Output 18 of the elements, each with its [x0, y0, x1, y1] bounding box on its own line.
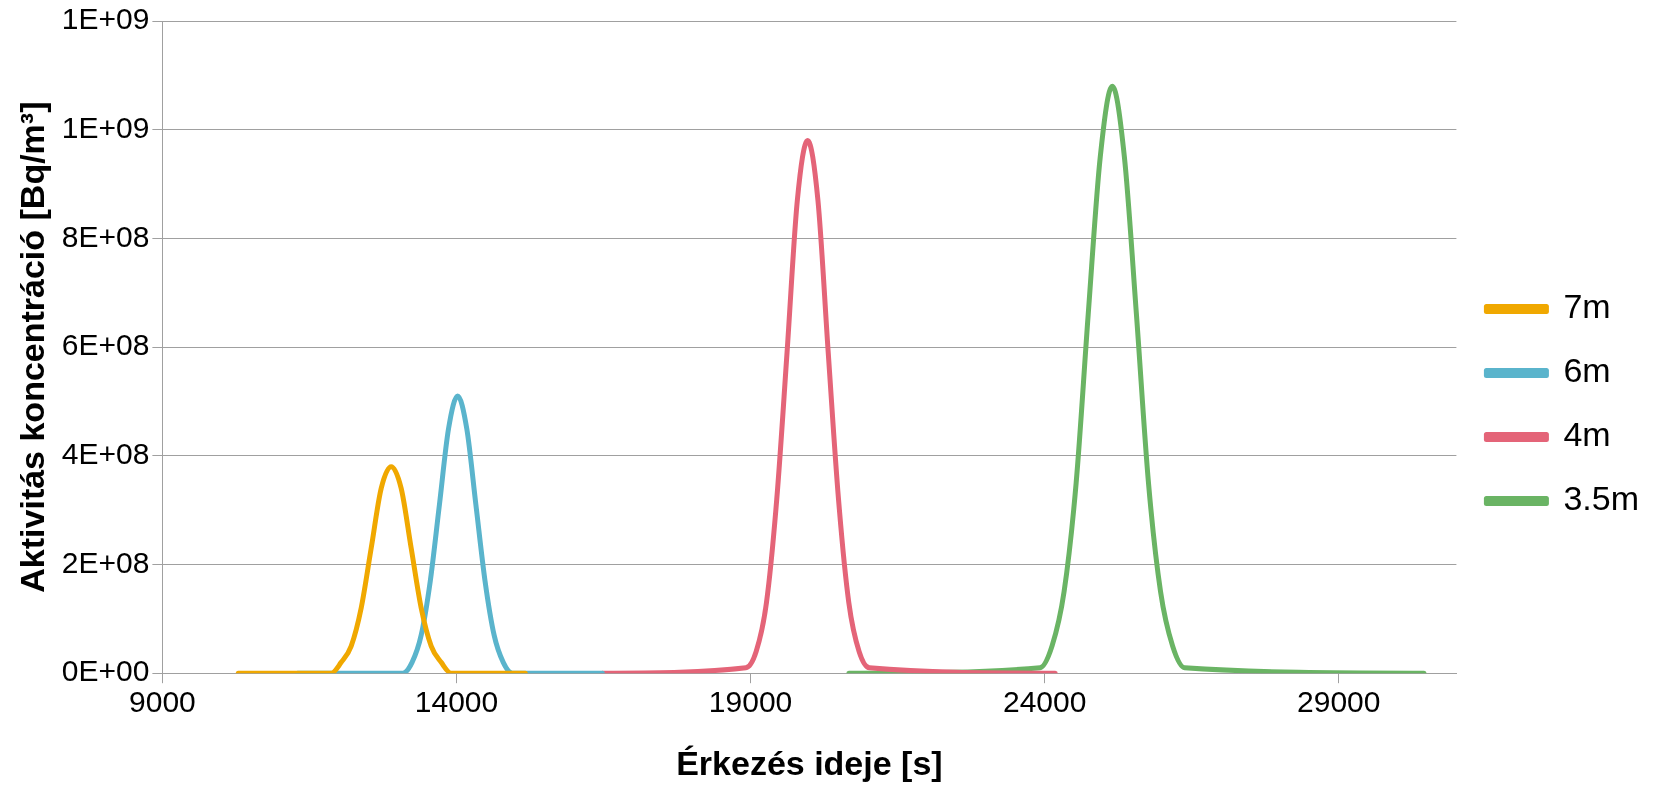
y-axis-title: Aktivitás koncentráció [Bq/m³] — [12, 101, 51, 593]
y-tick-label: 6E+08 — [61, 328, 150, 362]
x-tick-label: 14000 — [414, 685, 499, 719]
legend-label: 7m — [1563, 287, 1611, 326]
y-tick-label: 4E+08 — [61, 437, 150, 471]
x-tick-label: 19000 — [708, 685, 793, 719]
y-tick-label: 1E+09 — [61, 110, 150, 144]
x-tick-label: 29000 — [1297, 685, 1381, 719]
legend-label: 6m — [1563, 351, 1611, 390]
x-axis-title: Érkezés ideje [s] — [676, 743, 943, 782]
y-tick-label: 1E+09 — [61, 2, 150, 36]
legend-label: 4m — [1563, 415, 1611, 454]
y-tick-label: 8E+08 — [61, 219, 150, 253]
legend-label: 3.5m — [1563, 479, 1640, 518]
y-tick-label: 2E+08 — [61, 545, 150, 579]
x-tick-label: 24000 — [1002, 685, 1087, 719]
x-tick-label: 9000 — [129, 685, 196, 719]
y-tick-label: 0E+00 — [61, 654, 150, 688]
